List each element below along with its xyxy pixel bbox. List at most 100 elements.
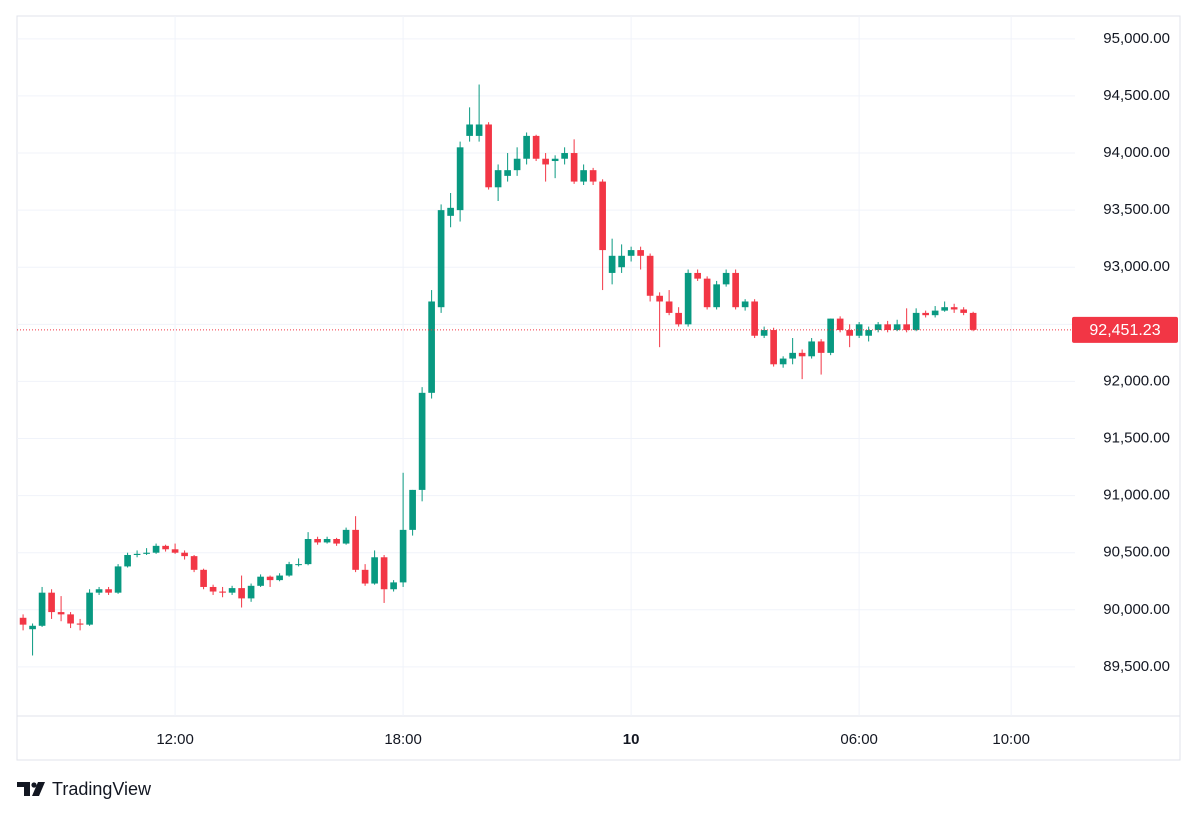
candle-body	[513, 158, 521, 171]
candle	[504, 153, 511, 182]
candle-body	[950, 307, 958, 310]
candle	[599, 179, 606, 291]
candle	[304, 532, 312, 566]
candle	[323, 536, 331, 544]
candle	[969, 311, 977, 332]
candle-body	[295, 564, 302, 566]
candle	[257, 574, 264, 587]
candle	[960, 307, 967, 316]
candle-body	[409, 489, 416, 530]
candle	[143, 548, 150, 555]
candle	[238, 575, 245, 608]
candle-body	[504, 170, 511, 176]
candle-body	[95, 589, 103, 593]
candle	[285, 561, 293, 577]
candle-body	[475, 124, 483, 136]
candle-body	[38, 592, 46, 626]
candle	[152, 543, 160, 554]
candle	[646, 253, 654, 302]
y-tick-label: 89,500.00	[1103, 658, 1170, 675]
last-price-label: 92,451.23	[1089, 322, 1160, 339]
candle-body	[190, 556, 198, 570]
candle	[722, 269, 730, 287]
candle-body	[228, 588, 236, 593]
candle-body	[219, 591, 226, 593]
candle-body	[67, 614, 74, 624]
candle	[542, 153, 549, 182]
candle-body	[618, 255, 625, 268]
candle	[779, 356, 787, 368]
candle	[494, 164, 502, 201]
y-tick-label: 94,500.00	[1103, 87, 1170, 104]
candle	[475, 84, 483, 142]
candle-body	[418, 392, 426, 490]
candle-body	[779, 358, 787, 365]
candle-body	[722, 272, 730, 285]
candle-body	[542, 158, 549, 165]
candle	[219, 586, 226, 598]
candle	[295, 558, 302, 567]
candle-body	[390, 582, 397, 590]
candle-body	[152, 545, 160, 553]
candle	[19, 614, 27, 631]
candle	[124, 552, 131, 568]
candle	[352, 516, 359, 573]
candle	[171, 543, 179, 554]
candle-body	[675, 312, 682, 325]
candle-body	[941, 307, 948, 311]
candle-body	[703, 278, 711, 308]
candle	[86, 589, 93, 626]
candle-body	[276, 575, 283, 581]
candle-body	[960, 309, 967, 313]
candle-body	[903, 324, 910, 331]
candle	[570, 139, 578, 184]
candle-body	[969, 312, 977, 330]
candle-body	[627, 250, 635, 256]
candle-body	[589, 170, 597, 182]
y-tick-label: 92,000.00	[1103, 372, 1170, 389]
candle-body	[380, 557, 388, 590]
candle	[105, 586, 112, 595]
candle-body	[922, 312, 929, 316]
candle	[133, 550, 141, 558]
candle	[627, 246, 635, 262]
candle-body	[485, 124, 492, 188]
candle-body	[428, 301, 435, 393]
candle-body	[143, 552, 150, 554]
candle	[884, 320, 891, 333]
candle-body	[789, 352, 796, 359]
x-tick-label: 10	[623, 731, 640, 748]
y-tick-label: 90,500.00	[1103, 544, 1170, 561]
candle	[808, 338, 815, 359]
candle	[418, 387, 426, 502]
x-tick-label: 18:00	[384, 731, 422, 748]
candle	[95, 586, 103, 595]
candle-body	[646, 255, 654, 296]
candle	[371, 550, 378, 585]
candle	[333, 537, 340, 546]
candle-body	[561, 153, 568, 159]
candle-body	[808, 341, 815, 357]
candle	[67, 612, 74, 629]
candle	[114, 564, 122, 594]
candle-body	[342, 529, 350, 544]
candle-body	[523, 135, 530, 159]
candle-body	[732, 272, 739, 308]
candle-body	[333, 539, 340, 544]
candle-body	[57, 612, 65, 615]
candle-body	[874, 324, 882, 331]
candle-body	[760, 330, 768, 336]
candle	[466, 107, 473, 142]
candle	[770, 327, 777, 367]
candle	[228, 585, 236, 595]
candle	[181, 550, 188, 560]
candle	[931, 306, 939, 318]
x-tick-label: 06:00	[840, 731, 878, 748]
candle	[437, 204, 445, 313]
candle-body	[846, 330, 853, 336]
candle	[266, 575, 274, 587]
candle	[855, 322, 863, 339]
candle-body	[19, 617, 27, 625]
candle-body	[694, 272, 701, 279]
